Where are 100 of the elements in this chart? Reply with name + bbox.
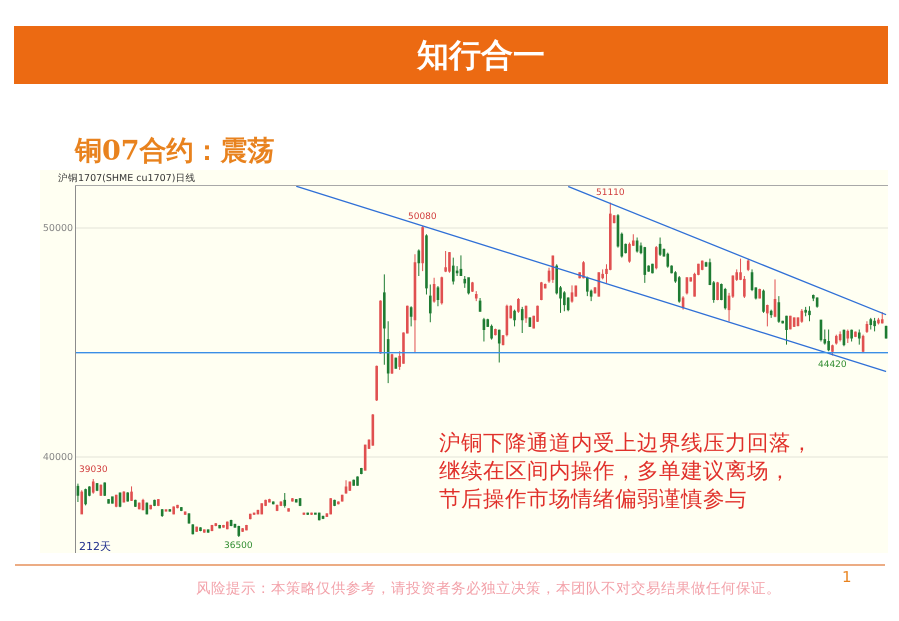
text: 知行合一	[416, 36, 545, 74]
candlestick	[460, 254, 462, 276]
candlestick	[126, 492, 130, 502]
candlestick	[310, 512, 313, 516]
candlestick	[241, 528, 244, 532]
candlestick	[118, 492, 122, 508]
candlestick	[831, 344, 834, 356]
candlestick	[195, 526, 198, 532]
candlestick	[432, 277, 436, 304]
candlestick	[482, 317, 486, 342]
candlestick	[862, 334, 864, 354]
candlestick	[130, 486, 133, 502]
candlestick	[383, 274, 386, 366]
candlestick	[425, 234, 428, 296]
candlestick	[873, 317, 876, 332]
candlestick	[517, 297, 520, 314]
candlestick	[372, 414, 374, 446]
candlestick	[333, 499, 336, 507]
candlestick	[100, 484, 102, 496]
annotation: 沪铜下降通道内受上边界线压力回落，继续在区间内操作，多单建议离场，节后操作市场情绪偏弱谨慎参与	[439, 431, 813, 512]
candlestick	[686, 276, 688, 296]
candlestick	[866, 320, 868, 334]
candlestick	[149, 504, 152, 510]
candlestick	[880, 312, 884, 324]
candlestick	[390, 353, 394, 374]
candlestick	[360, 467, 363, 475]
annotation: 44420	[818, 360, 847, 370]
text: 风险提示：本策略仅供参考，请投资者务必独立决策，本团队不对交易结果做任何保证。	[196, 580, 781, 597]
candlestick	[164, 508, 168, 512]
candlestick	[348, 480, 352, 492]
candlestick	[854, 330, 857, 338]
candlestick	[192, 524, 194, 535]
candlestick	[298, 498, 302, 507]
candlestick	[467, 276, 470, 296]
candlestick	[444, 250, 447, 273]
candlestick	[199, 526, 202, 532]
candlestick	[146, 502, 148, 516]
candlestick	[80, 490, 84, 515]
candlestick	[746, 258, 750, 272]
candlestick	[452, 257, 455, 285]
candlestick	[428, 284, 432, 323]
candlestick	[103, 482, 106, 496]
candlestick	[494, 328, 497, 336]
candlestick	[478, 297, 482, 312]
candlestick	[111, 496, 114, 504]
candlestick	[570, 284, 574, 304]
candlestick	[302, 512, 306, 516]
candlestick	[379, 300, 382, 354]
candlestick	[260, 502, 264, 516]
candlestick	[245, 524, 248, 532]
candlestick	[842, 329, 846, 347]
candlestick	[226, 520, 229, 530]
candlestick	[869, 317, 872, 330]
candlestick	[294, 499, 298, 504]
candlestick	[792, 316, 796, 328]
text: 1	[842, 568, 852, 586]
candlestick	[850, 329, 853, 342]
candlestick	[418, 248, 420, 276]
candlestick	[218, 525, 221, 529]
candlestick	[858, 329, 861, 346]
y-tick-label: 40000	[42, 452, 74, 464]
candlestick	[414, 254, 416, 354]
candlestick	[329, 498, 332, 516]
candlestick	[827, 329, 830, 352]
candlestick	[107, 498, 110, 504]
candlestick	[636, 237, 638, 254]
chart-subtitle: 沪铜1707(SHME cu1707)日线	[58, 172, 196, 184]
candlestick	[248, 513, 252, 520]
candlestick	[524, 305, 528, 324]
candlestick	[724, 287, 727, 310]
annotation: 212天	[79, 540, 111, 553]
candlestick	[252, 512, 256, 516]
candlestick	[658, 237, 662, 257]
candlestick	[272, 500, 275, 505]
candlestick	[884, 325, 888, 340]
candlestick	[283, 492, 286, 508]
candlestick	[582, 260, 585, 279]
candlestick	[506, 304, 508, 337]
candlestick	[168, 508, 172, 512]
candlestick	[157, 498, 160, 507]
candlestick	[774, 278, 776, 318]
candlestick	[344, 480, 348, 494]
annotation: 50080	[408, 212, 437, 222]
candlestick	[520, 306, 524, 334]
candlestick	[184, 510, 186, 515]
candlestick	[394, 356, 398, 370]
candlestick	[337, 500, 340, 505]
candlestick	[230, 519, 232, 527]
candlestick	[203, 528, 206, 533]
y-tick-label: 50000	[42, 223, 74, 234]
candlestick	[586, 277, 589, 297]
candlestick	[375, 364, 378, 402]
candlestick	[471, 281, 474, 292]
candlestick	[838, 330, 842, 342]
candlestick	[440, 276, 444, 306]
chart-title: 铜07合约：震荡	[74, 135, 275, 166]
annotation: 51110	[596, 188, 625, 198]
candlestick	[678, 275, 681, 304]
candlestick	[76, 483, 80, 502]
candlestick	[142, 498, 144, 511]
